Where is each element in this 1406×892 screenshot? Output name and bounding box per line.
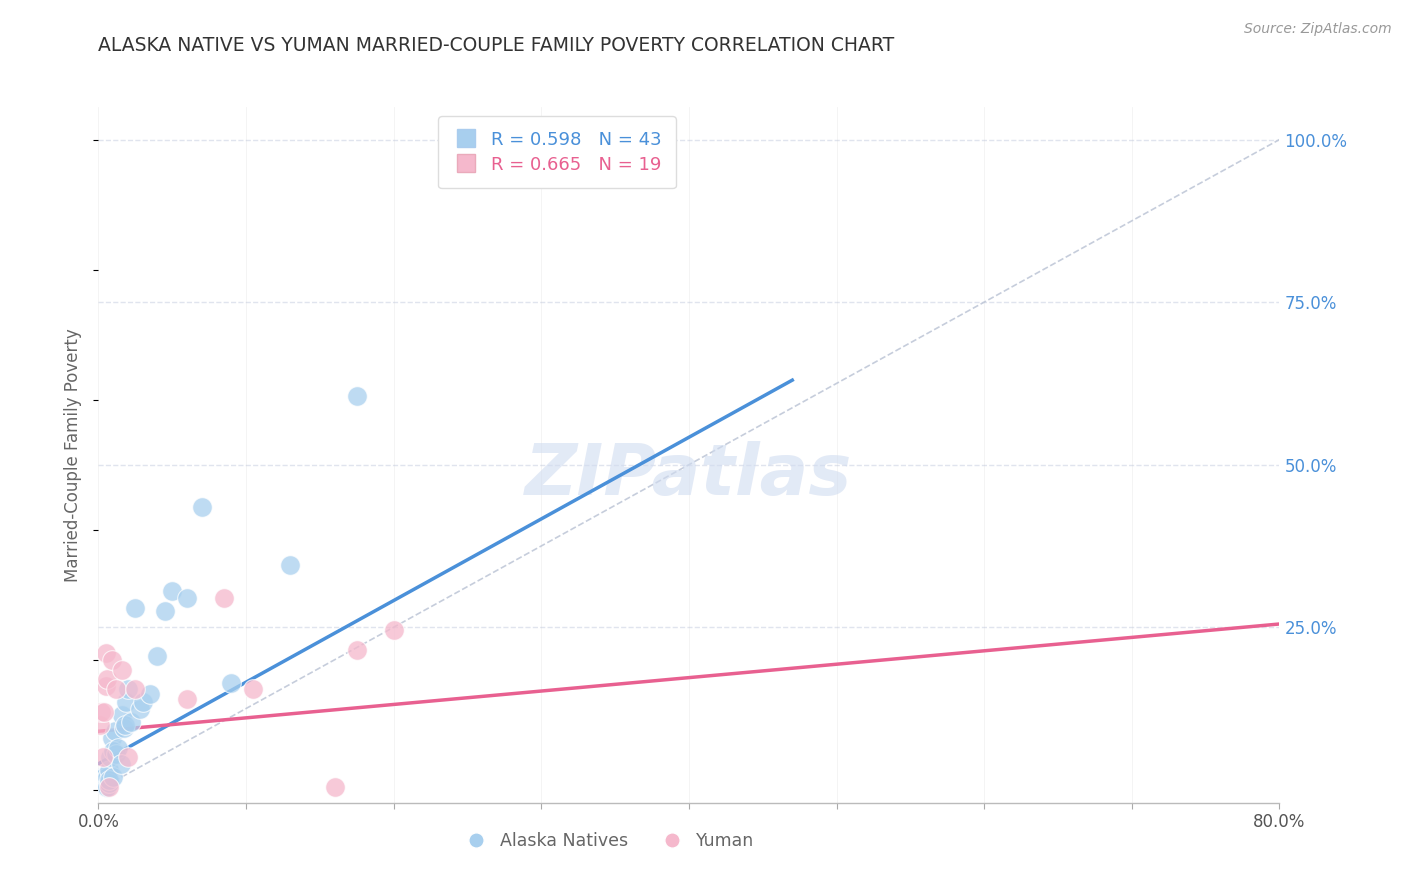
Alaska Natives (97, 776, 120, 790)
Yuman (212, 591, 235, 605)
Yuman (93, 705, 115, 719)
Yuman (176, 691, 198, 706)
Yuman (105, 681, 128, 696)
Alaska Natives (162, 584, 183, 599)
Alaska Natives (139, 687, 162, 701)
Alaska Natives (105, 747, 128, 761)
Alaska Natives (280, 558, 302, 573)
Alaska Natives (132, 695, 155, 709)
Yuman (94, 646, 117, 660)
Alaska Natives (94, 780, 117, 794)
Alaska Natives (115, 695, 138, 709)
Text: ZIPatlas: ZIPatlas (526, 442, 852, 510)
Yuman (100, 653, 122, 667)
Alaska Natives (100, 731, 122, 745)
Yuman (90, 705, 112, 719)
Yuman (97, 780, 120, 794)
Alaska Natives (103, 744, 125, 758)
Alaska Natives (90, 770, 112, 784)
Alaska Natives (93, 770, 115, 784)
Alaska Natives (221, 675, 243, 690)
Yuman (346, 643, 368, 657)
Yuman (382, 624, 405, 638)
Alaska Natives (94, 772, 117, 787)
Alaska Natives (346, 389, 368, 403)
Alaska Natives (91, 776, 114, 790)
Alaska Natives (91, 770, 114, 784)
Alaska Natives (96, 780, 118, 794)
Alaska Natives (112, 721, 135, 735)
Alaska Natives (124, 600, 146, 615)
Alaska Natives (128, 701, 150, 715)
Yuman (242, 681, 264, 696)
Alaska Natives (110, 756, 132, 771)
Text: Source: ZipAtlas.com: Source: ZipAtlas.com (1244, 22, 1392, 37)
Alaska Natives (117, 681, 139, 696)
Alaska Natives (153, 604, 176, 618)
Alaska Natives (94, 776, 117, 790)
Alaska Natives (97, 772, 120, 787)
Alaska Natives (93, 776, 115, 790)
Alaska Natives (176, 591, 198, 605)
Text: ALASKA NATIVE VS YUMAN MARRIED-COUPLE FAMILY POVERTY CORRELATION CHART: ALASKA NATIVE VS YUMAN MARRIED-COUPLE FA… (98, 36, 894, 54)
Yuman (323, 780, 346, 794)
Alaska Natives (191, 500, 214, 514)
Alaska Natives (98, 750, 121, 764)
Alaska Natives (120, 714, 142, 729)
Y-axis label: Married-Couple Family Poverty: Married-Couple Family Poverty (65, 328, 83, 582)
Legend: Alaska Natives, Yuman: Alaska Natives, Yuman (451, 825, 761, 856)
Yuman (91, 750, 114, 764)
Alaska Natives (89, 776, 111, 790)
Alaska Natives (107, 740, 129, 755)
Alaska Natives (93, 776, 115, 790)
Yuman (117, 750, 139, 764)
Alaska Natives (146, 649, 169, 664)
Alaska Natives (111, 708, 134, 723)
Alaska Natives (104, 724, 127, 739)
Yuman (89, 718, 111, 732)
Alaska Natives (90, 776, 112, 790)
Alaska Natives (114, 718, 136, 732)
Yuman (111, 663, 134, 677)
Yuman (94, 679, 117, 693)
Yuman (96, 672, 118, 686)
Alaska Natives (103, 770, 125, 784)
Yuman (124, 681, 146, 696)
Alaska Natives (97, 764, 120, 778)
Alaska Natives (96, 770, 118, 784)
Alaska Natives (91, 776, 114, 790)
